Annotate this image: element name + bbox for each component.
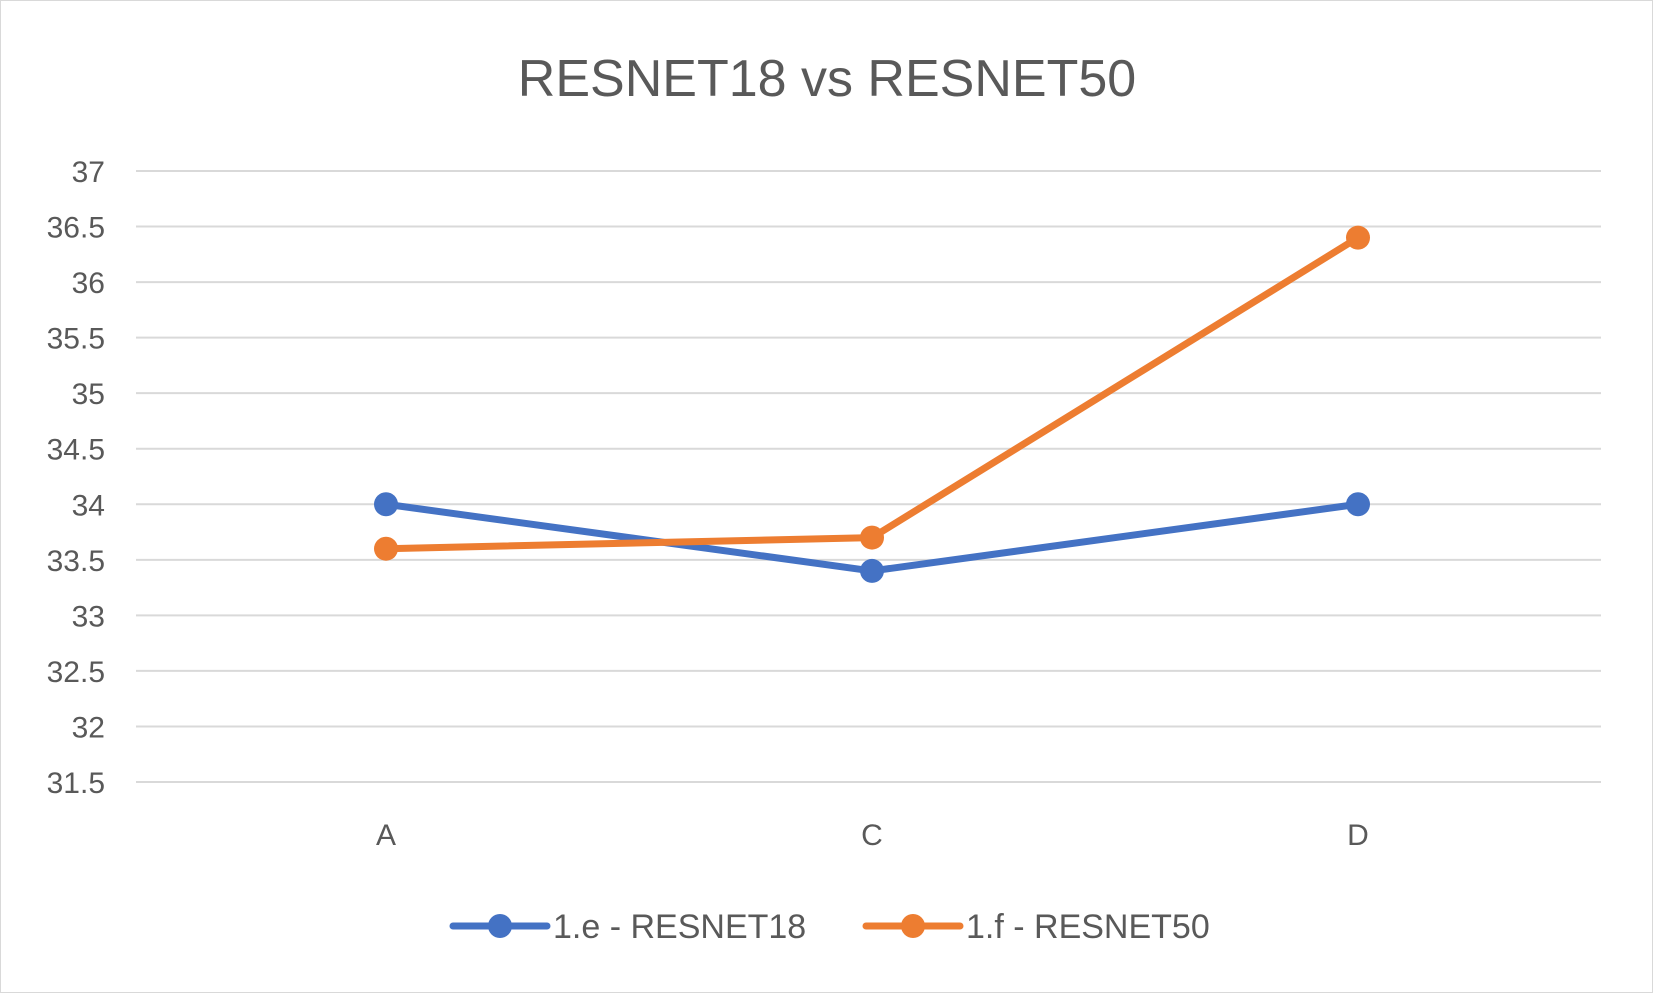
legend: 1.e - RESNET18 1.f - RESNET50 bbox=[449, 908, 1210, 946]
legend-marker bbox=[901, 914, 925, 938]
series-lines bbox=[374, 225, 1370, 583]
y-tick-label: 32 bbox=[72, 711, 105, 744]
x-tick-label: D bbox=[1347, 819, 1369, 852]
data-point bbox=[860, 525, 884, 550]
y-tick-label: 34 bbox=[72, 489, 105, 522]
x-tick-label: C bbox=[861, 819, 883, 852]
data-point bbox=[1346, 225, 1370, 250]
series-1 bbox=[374, 492, 1370, 583]
legend-item: 1.e - RESNET18 bbox=[449, 908, 806, 946]
legend-label: 1.f - RESNET50 bbox=[966, 908, 1210, 946]
legend-item: 1.f - RESNET50 bbox=[862, 908, 1210, 946]
data-point bbox=[860, 558, 884, 583]
chart-title: RESNET18 vs RESNET50 bbox=[518, 50, 1136, 108]
data-point bbox=[374, 492, 398, 517]
y-tick-label: 36.5 bbox=[47, 212, 105, 245]
y-tick-label: 36 bbox=[72, 267, 105, 300]
y-tick-label: 35.5 bbox=[47, 323, 105, 356]
gridlines bbox=[136, 170, 1601, 783]
y-tick-label: 34.5 bbox=[47, 434, 105, 467]
x-tick-label: A bbox=[376, 819, 396, 852]
y-tick-label: 33 bbox=[72, 600, 105, 633]
y-tick-label: 31.5 bbox=[47, 767, 105, 800]
y-tick-label: 37 bbox=[72, 156, 105, 189]
legend-marker bbox=[488, 914, 512, 938]
legend-label: 1.e - RESNET18 bbox=[553, 908, 806, 946]
y-axis-ticks: 37 36.5 36 35.5 35 34.5 34 33.5 33 32.5 32 31.5 bbox=[47, 156, 105, 800]
series-2 bbox=[374, 225, 1370, 561]
y-tick-label: 32.5 bbox=[47, 656, 105, 689]
data-point bbox=[374, 536, 398, 561]
y-tick-label: 33.5 bbox=[47, 545, 105, 578]
data-point bbox=[1346, 492, 1370, 517]
y-tick-label: 35 bbox=[72, 378, 105, 411]
